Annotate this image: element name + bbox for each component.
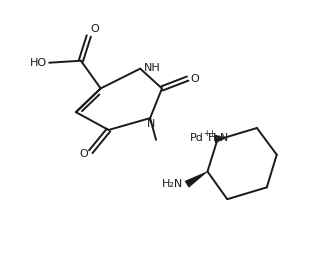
Text: H₂N: H₂N <box>161 179 183 189</box>
Text: O: O <box>91 24 100 34</box>
Text: O: O <box>79 149 88 159</box>
Text: ++: ++ <box>204 130 216 138</box>
Text: H₂N: H₂N <box>207 133 229 143</box>
Text: NH: NH <box>144 63 161 73</box>
Text: N: N <box>147 119 155 129</box>
Text: Pd: Pd <box>190 133 204 143</box>
Polygon shape <box>185 171 208 188</box>
Text: HO: HO <box>30 58 47 68</box>
Text: O: O <box>191 74 199 84</box>
